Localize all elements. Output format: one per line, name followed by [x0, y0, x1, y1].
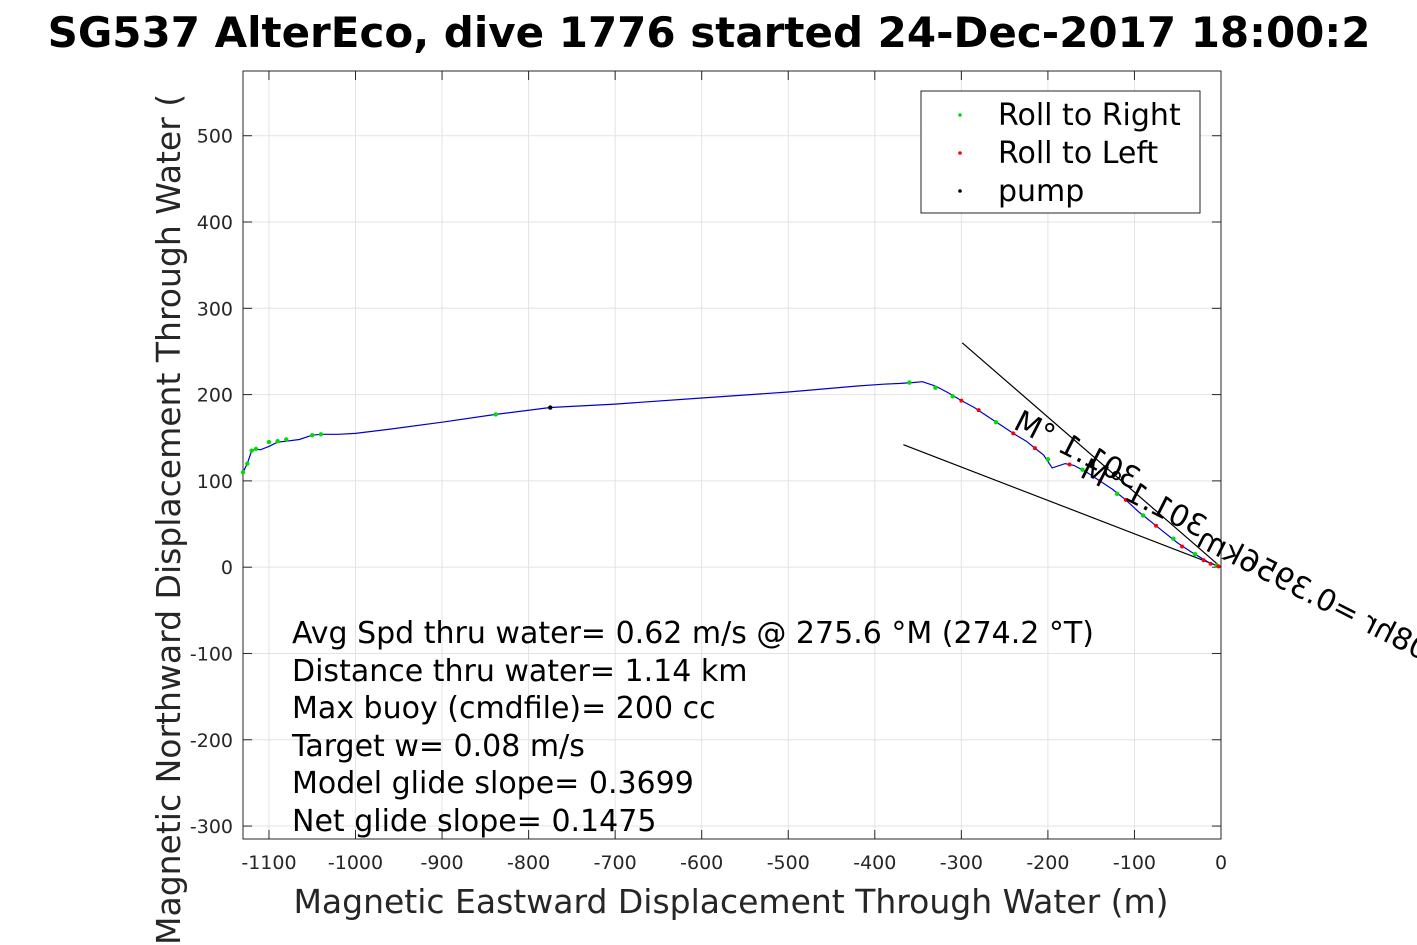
- roll-left-point: [1097, 478, 1102, 483]
- legend-label-pump: pump: [998, 174, 1084, 209]
- y-tick-label: -300: [190, 816, 233, 838]
- y-axis-label: Magnetic Northward Displacement Through …: [149, 94, 188, 945]
- annotation-target-w: Target w= 0.08 m/s: [291, 729, 585, 764]
- roll-right-point: [249, 448, 254, 453]
- reference-lines: [903, 342, 1222, 568]
- y-tick-label: -100: [190, 643, 233, 665]
- y-tick-label: 500: [197, 126, 233, 148]
- axis-ticks: [243, 71, 1222, 839]
- roll-right-point: [1192, 552, 1198, 557]
- roll-right-point: [493, 412, 498, 417]
- current-reference-line: [903, 444, 1222, 568]
- x-tick-label: -700: [594, 852, 637, 874]
- roll-left-point: [1208, 561, 1213, 566]
- roll-right-point: [240, 470, 246, 475]
- x-tick-label: -600: [680, 852, 723, 874]
- x-tick-label: -800: [507, 852, 550, 874]
- roll-left-point: [1123, 497, 1128, 502]
- roll-right-point: [266, 439, 272, 445]
- current-reference-line: [961, 342, 1222, 568]
- roll-left-point: [1201, 558, 1206, 563]
- roll-left-point: [976, 408, 981, 413]
- roll-right-point: [275, 438, 280, 444]
- roll-right-point: [907, 380, 912, 385]
- annotation-net-glide: Net glide slope= 0.1475: [292, 804, 656, 839]
- legend-label-roll-left: Roll to Left: [998, 136, 1158, 171]
- y-tick-label: 200: [197, 385, 233, 407]
- current-vector-label: 0.2162m/s for 0.508hr =0.3956km: [1191, 521, 1417, 790]
- roll-right-point: [245, 461, 250, 466]
- roll-right-point: [1140, 513, 1146, 518]
- x-tick-label: -100: [1113, 852, 1156, 874]
- roll-right-point: [284, 437, 289, 442]
- x-tick-label: -1000: [328, 852, 383, 874]
- roll-left-point: [1216, 564, 1221, 569]
- pump-point: [548, 405, 553, 410]
- roll-right-point: [318, 432, 324, 437]
- roll-left-point: [1154, 523, 1159, 528]
- legend-marker-roll-left: [958, 151, 962, 155]
- marker-series: [240, 380, 1221, 569]
- y-tick-labels: -300 -200 -100 0 100 200 300 400 500: [190, 126, 233, 838]
- roll-right-point: [310, 432, 315, 438]
- x-tick-label: -400: [853, 852, 896, 874]
- x-tick-label: -300: [940, 852, 983, 874]
- roll-right-point: [1080, 467, 1085, 472]
- x-tick-label: -200: [1026, 852, 1069, 874]
- roll-left-point: [1180, 544, 1185, 549]
- y-tick-label: 400: [197, 212, 233, 234]
- x-tick-label: -900: [420, 852, 463, 874]
- track-line: [242, 381, 1222, 568]
- legend-marker-pump: [958, 189, 962, 193]
- legend-marker-roll-right: [958, 113, 962, 117]
- roll-right-point: [993, 420, 999, 425]
- legend-box: [920, 90, 1201, 214]
- x-tick-label: -500: [767, 852, 810, 874]
- y-tick-label: 0: [221, 557, 233, 579]
- roll-left-point: [1011, 431, 1016, 436]
- y-tick-label: 300: [197, 298, 233, 320]
- y-tick-label: -200: [190, 730, 233, 752]
- roll-right-point: [253, 446, 259, 452]
- roll-left-point: [1032, 446, 1037, 451]
- annotations: Avg Spd thru water= 0.62 m/s @ 275.6 °M …: [291, 616, 1094, 839]
- roll-right-point: [950, 394, 955, 399]
- roll-left-point: [1067, 462, 1072, 467]
- annotation-model-glide: Model glide slope= 0.3699: [292, 766, 694, 801]
- roll-right-point: [1171, 536, 1176, 541]
- roll-right-point: [1045, 457, 1051, 462]
- roll-right-point: [933, 385, 938, 390]
- legend-label-roll-right: Roll to Right: [998, 98, 1181, 133]
- roll-right-point: [1114, 491, 1120, 497]
- plot-area: [242, 70, 1222, 840]
- annotation-avg-speed: Avg Spd thru water= 0.62 m/s @ 275.6 °M …: [292, 616, 1094, 651]
- chart-title: SG537 AlterEco, dive 1776 started 24-Dec…: [48, 8, 1371, 57]
- x-axis-label: Magnetic Eastward Displacement Through W…: [293, 882, 1168, 921]
- x-tick-label: -1100: [241, 852, 296, 874]
- track-series: [242, 381, 1222, 568]
- y-tick-label: 100: [197, 471, 233, 493]
- legend: Roll to Right Roll to Left pump: [920, 90, 1201, 214]
- annotation-distance: Distance thru water= 1.14 km: [292, 654, 747, 689]
- roll-left-point: [959, 398, 964, 403]
- x-tick-labels: -1100 -1000 -900 -800 -700 -600 -500 -400 -300 -2…: [241, 852, 1227, 874]
- x-tick-label: 0: [1215, 852, 1227, 874]
- annotation-max-buoy: Max buoy (cmdfile)= 200 cc: [292, 691, 716, 726]
